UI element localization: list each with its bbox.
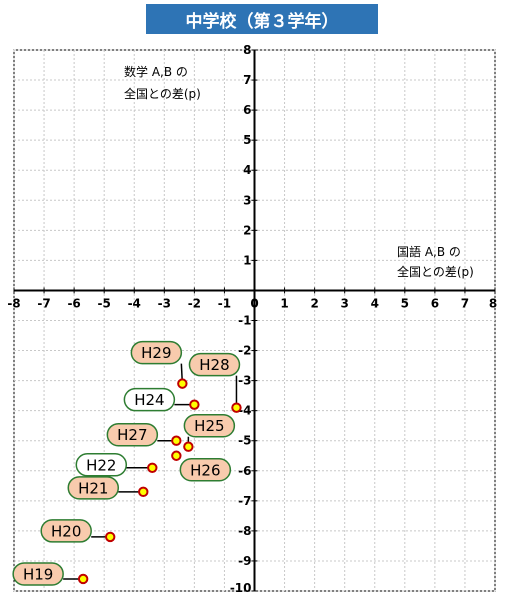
axes xyxy=(13,49,496,592)
y-tick-label: 1 xyxy=(243,253,251,267)
x-tick-label: -8 xyxy=(7,296,20,310)
point-label-h25: H25 xyxy=(194,417,224,435)
x-tick-label: -3 xyxy=(158,296,171,310)
chart-title: 中学校（第３学年） xyxy=(146,4,378,34)
x-tick-label: 1 xyxy=(280,296,288,310)
point-label-h29: H29 xyxy=(141,344,171,362)
point-label-h27: H27 xyxy=(117,426,147,444)
y-tick-label: -6 xyxy=(238,464,251,478)
x-tick-label: -5 xyxy=(98,296,111,310)
y-tick-label: -8 xyxy=(238,524,251,538)
y-tick-label: -10 xyxy=(230,581,252,595)
x-tick-label: -6 xyxy=(67,296,80,310)
point-labels: H19 H20 H21 H22 H24 H25 H26 H27 H28 H29 xyxy=(12,340,241,586)
tick-labels: -8 -7 -6 -5 -4 -3 -2 -1 0 1 2 3 4 5 6 7 8-10-9-8-7-6-5-4… xyxy=(7,43,497,595)
x-axis-label-line1: 国語 A,B の xyxy=(397,244,461,259)
y-tick-label: 8 xyxy=(243,43,251,57)
x-axis-label-line2: 全国との差(p) xyxy=(397,264,474,279)
x-tick-label: 8 xyxy=(489,296,497,310)
x-tick-label: -1 xyxy=(218,296,231,310)
y-tick-label: 4 xyxy=(243,163,251,177)
point-label-h28: H28 xyxy=(199,356,229,374)
label-box-h25 xyxy=(183,413,236,438)
data-point-h25 xyxy=(183,441,194,452)
data-points xyxy=(77,378,242,585)
data-point-h20 xyxy=(105,531,116,543)
y-tick-label: -1 xyxy=(238,314,251,328)
x-tick-label: 2 xyxy=(310,296,318,310)
point-label-h21: H21 xyxy=(78,479,108,497)
label-box-h24 xyxy=(123,387,176,412)
label-box-h28 xyxy=(188,352,241,377)
x-tick-label: -2 xyxy=(188,296,201,310)
y-tick-label: 3 xyxy=(243,193,251,207)
data-point-h29 xyxy=(177,378,188,389)
y-tick-label: -2 xyxy=(238,344,251,358)
x-tick-label: 6 xyxy=(431,296,439,310)
data-point-h22 xyxy=(147,462,158,473)
y-tick-label: -7 xyxy=(238,494,251,508)
point-label-h20: H20 xyxy=(51,522,81,540)
y-tick-label: -5 xyxy=(238,434,251,448)
label-box-h27 xyxy=(106,422,159,447)
y-tick-label: -9 xyxy=(238,554,251,568)
y-axis-label-line1: 数学 A,B の xyxy=(124,64,188,79)
point-label-h22: H22 xyxy=(86,456,116,474)
x-tick-label: 4 xyxy=(371,296,379,310)
y-tick-label: 7 xyxy=(243,73,251,87)
label-box-h26 xyxy=(179,458,232,482)
data-point-h19 xyxy=(77,573,89,585)
label-box-h21 xyxy=(67,476,120,500)
y-tick-label: 5 xyxy=(243,133,251,147)
data-point-h24 xyxy=(189,399,200,410)
x-tick-label: 3 xyxy=(341,296,349,310)
data-point-h26 xyxy=(171,450,182,461)
y-tick-label: -3 xyxy=(238,374,251,388)
label-box-h19 xyxy=(12,562,64,586)
x-tick-label: 5 xyxy=(401,296,409,310)
data-point-h21 xyxy=(138,486,149,498)
label-box-h20 xyxy=(40,519,92,543)
data-point-h28 xyxy=(231,402,242,413)
point-label-h24: H24 xyxy=(134,391,164,409)
point-label-h26: H26 xyxy=(190,461,220,479)
x-tick-label: -7 xyxy=(37,296,50,310)
x-tick-label: 0 xyxy=(250,296,258,310)
y-tick-label: 6 xyxy=(243,103,251,117)
y-axis-label-line2: 全国との差(p) xyxy=(124,86,201,101)
label-box-h29 xyxy=(130,340,183,365)
point-label-h19: H19 xyxy=(23,565,53,583)
x-tick-label: -4 xyxy=(128,296,141,310)
y-tick-label: 2 xyxy=(243,223,251,237)
label-box-h22 xyxy=(75,453,128,477)
data-point-h27 xyxy=(171,435,182,446)
x-tick-label: 7 xyxy=(461,296,469,310)
